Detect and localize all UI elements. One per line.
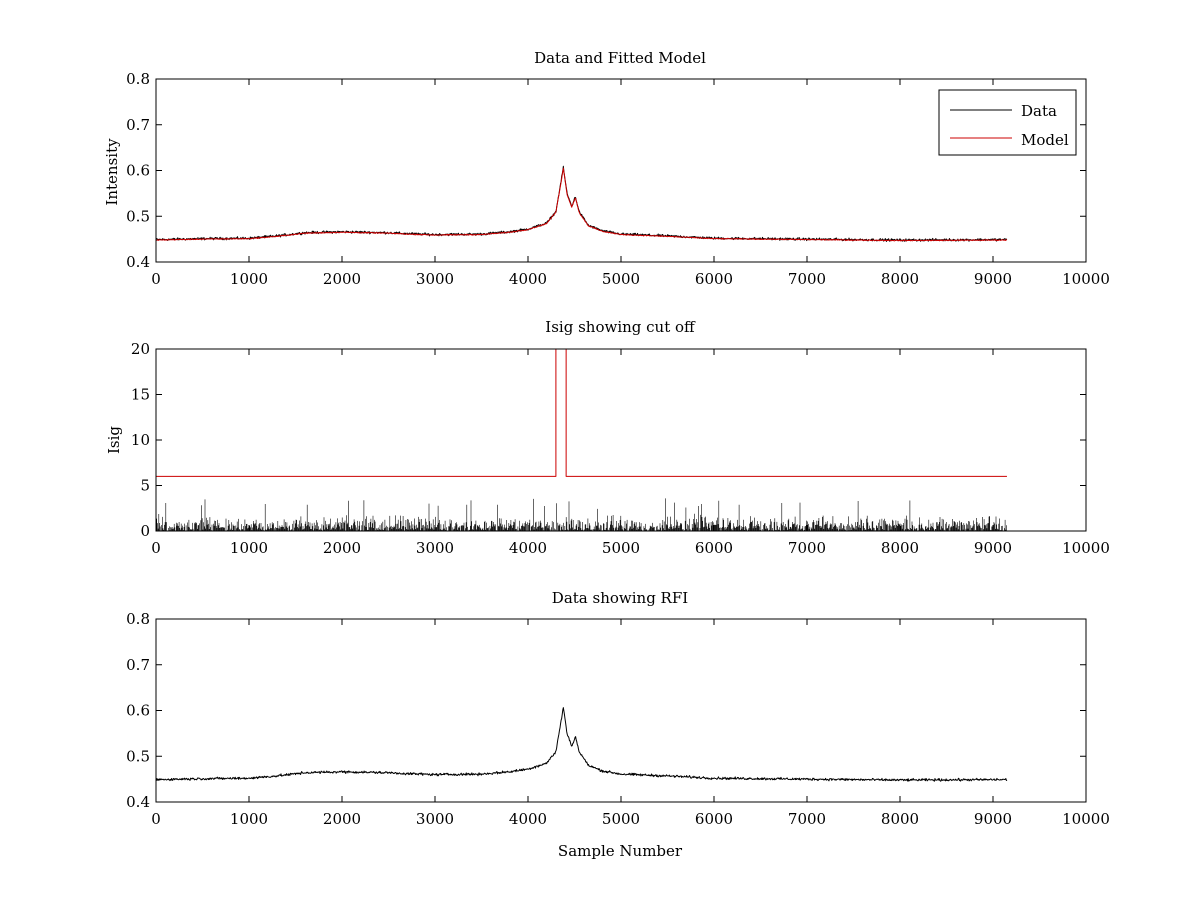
y-tick-label: 0.7 [126, 656, 150, 674]
legend-box [938, 89, 1077, 156]
series-line-cut-off [156, 349, 1007, 477]
y-tick-label: 0.8 [126, 70, 150, 88]
x-tick-label: 1000 [230, 810, 268, 828]
x-tick-label: 3000 [416, 810, 454, 828]
x-tick-label: 8000 [881, 270, 919, 288]
x-tick-label: 3000 [416, 539, 454, 557]
x-tick-label: 9000 [974, 810, 1012, 828]
axis-ticks: 0 1000 2000 3000 4000 5000 6000 7000 8000 9000 100… [126, 610, 1110, 828]
x-tick-label: 5000 [602, 810, 640, 828]
panel-isig-showing-cut-off: Isig showing cut off Isig 0 1000 2000 3000 4… [105, 318, 1110, 557]
legend-label-model: Model [1021, 131, 1069, 149]
legend: Data Model [938, 89, 1077, 156]
x-tick-label: 0 [151, 270, 161, 288]
panel-data-showing-rfi: Data showing RFI Sample Number 0 1000 2000… [126, 589, 1110, 860]
x-tick-label: 5000 [602, 270, 640, 288]
y-tick-label: 0.4 [126, 253, 150, 271]
x-tick-label: 4000 [509, 270, 547, 288]
plot-area [156, 165, 1008, 242]
x-tick-label: 7000 [788, 270, 826, 288]
y-axis-label: Intensity [103, 138, 121, 206]
chart-title: Isig showing cut off [545, 318, 696, 336]
x-tick-label: 2000 [323, 270, 361, 288]
chart-title: Data showing RFI [552, 589, 688, 607]
plot-area [156, 707, 1008, 782]
legend-label-data: Data [1021, 102, 1057, 120]
axes-frame [155, 618, 1087, 803]
x-tick-label: 2000 [323, 539, 361, 557]
series-line-data [156, 707, 1008, 782]
x-tick-label: 6000 [695, 539, 733, 557]
chart-title: Data and Fitted Model [534, 49, 706, 67]
x-tick-label: 1000 [230, 270, 268, 288]
axes-frame [155, 348, 1087, 532]
series-line-model [156, 167, 1008, 242]
y-tick-label: 0.8 [126, 610, 150, 628]
x-tick-label: 1000 [230, 539, 268, 557]
y-tick-label: 5 [140, 477, 150, 495]
x-tick-label: 6000 [695, 810, 733, 828]
x-tick-label: 9000 [974, 539, 1012, 557]
x-tick-label: 10000 [1062, 810, 1110, 828]
axis-ticks: 0 1000 2000 3000 4000 5000 6000 7000 8000 9000 100… [131, 340, 1110, 557]
y-tick-label: 0.6 [126, 162, 150, 180]
x-tick-label: 10000 [1062, 539, 1110, 557]
x-tick-label: 8000 [881, 810, 919, 828]
x-tick-label: 4000 [509, 810, 547, 828]
axis-ticks: 0 1000 2000 3000 4000 5000 6000 7000 8000 9000 100… [126, 70, 1110, 288]
y-tick-label: 10 [131, 431, 150, 449]
y-axis-label: Isig [105, 426, 123, 454]
x-tick-label: 8000 [881, 539, 919, 557]
y-tick-label: 0.4 [126, 793, 150, 811]
panel-data-and-fitted-model: Data and Fitted Model Intensity 0 1000 200… [103, 49, 1110, 288]
y-tick-label: 0.7 [126, 116, 150, 134]
axes-frame [155, 78, 1087, 263]
y-tick-label: 0.5 [126, 747, 150, 765]
x-axis-label: Sample Number [558, 842, 683, 860]
x-tick-label: 4000 [509, 539, 547, 557]
x-tick-label: 10000 [1062, 270, 1110, 288]
x-tick-label: 0 [151, 810, 161, 828]
x-tick-label: 2000 [323, 810, 361, 828]
x-tick-label: 7000 [788, 539, 826, 557]
x-tick-label: 0 [151, 539, 161, 557]
x-tick-label: 9000 [974, 270, 1012, 288]
x-tick-label: 6000 [695, 270, 733, 288]
y-tick-label: 0 [140, 522, 150, 540]
y-tick-label: 15 [131, 386, 150, 404]
x-tick-label: 7000 [788, 810, 826, 828]
y-tick-label: 0.5 [126, 207, 150, 225]
x-tick-label: 5000 [602, 539, 640, 557]
y-tick-label: 20 [131, 340, 150, 358]
x-tick-label: 3000 [416, 270, 454, 288]
y-tick-label: 0.6 [126, 702, 150, 720]
